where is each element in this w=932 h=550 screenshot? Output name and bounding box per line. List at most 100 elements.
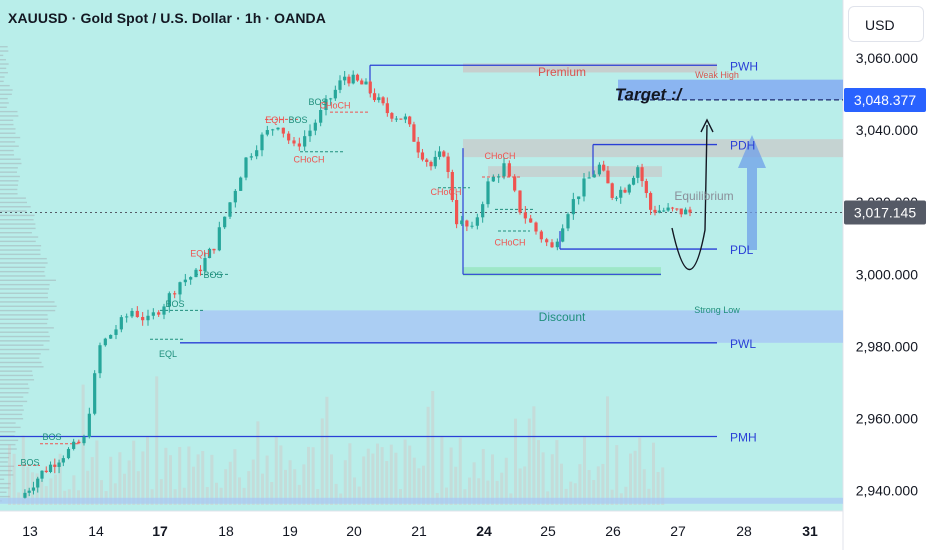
- level-label-pmh: PMH: [730, 431, 757, 445]
- volume-bar: [49, 478, 53, 505]
- candle-body: [420, 152, 425, 160]
- volume-profile-bar: [0, 102, 9, 104]
- volume-bar: [219, 487, 223, 505]
- candle-body: [265, 130, 269, 135]
- volume-bar: [422, 465, 425, 505]
- volume-bar: [284, 469, 287, 505]
- volume-bar: [123, 473, 126, 505]
- candle-body: [173, 293, 177, 295]
- volume-bar: [477, 478, 481, 505]
- volume-profile-bar: [0, 97, 8, 100]
- candle-body: [66, 448, 71, 459]
- currency-button[interactable]: USD: [848, 6, 924, 42]
- volume-bar: [141, 451, 145, 505]
- structure-label: EQL: [159, 349, 177, 359]
- volume-profile-bar: [0, 383, 29, 385]
- candle-body: [561, 228, 565, 242]
- price-markers: 3,048.377 3,017.145: [844, 87, 926, 225]
- volume-profile-bar: [0, 223, 36, 225]
- volume-bar: [514, 418, 517, 505]
- volume-bar: [90, 457, 94, 505]
- candle-body: [481, 204, 485, 218]
- strong-low-label: Strong Low: [694, 305, 740, 315]
- volume-profile-bar: [0, 162, 22, 165]
- y-tick-label: 3,060.000: [856, 50, 918, 66]
- candle-body: [684, 209, 688, 215]
- candle-body: [135, 310, 139, 317]
- volume-profile-bar: [0, 275, 46, 277]
- candle-body: [151, 312, 155, 316]
- volume-profile-bar: [0, 482, 11, 485]
- volume-bar: [408, 445, 412, 505]
- volume-bar: [445, 487, 448, 505]
- volume-bar: [35, 473, 39, 505]
- volume-bars: [8, 376, 665, 505]
- volume-bar: [486, 480, 490, 505]
- volume-profile-bar: [0, 331, 49, 333]
- volume-profile-bar: [0, 123, 14, 126]
- candle-body: [271, 129, 275, 131]
- candle-body: [189, 277, 193, 280]
- volume-bar: [523, 466, 527, 505]
- volume-profile-bar: [0, 132, 16, 134]
- candle-body: [592, 174, 596, 178]
- volume-profile-bar: [0, 279, 56, 282]
- volume-profile-bar: [0, 400, 28, 403]
- volume-profile-bar: [0, 63, 9, 65]
- volume-profile-bar: [0, 474, 14, 476]
- volume-bar: [431, 390, 435, 505]
- candle-body: [657, 210, 661, 213]
- y-tick-label: 3,040.000: [856, 122, 918, 138]
- volume-bar: [256, 421, 260, 505]
- volume-profile-bar: [0, 227, 36, 230]
- volume-bar: [302, 464, 306, 505]
- chart-title: XAUUSD · Gold Spot / U.S. Dollar · 1h · …: [8, 10, 326, 26]
- candle-body: [343, 76, 347, 81]
- volume-profile-bar: [0, 257, 47, 260]
- candle-body: [649, 193, 653, 210]
- volume-profile-bar: [0, 270, 45, 273]
- candle-body: [255, 150, 259, 157]
- candle-body: [207, 248, 212, 259]
- volume-bar: [8, 444, 11, 505]
- volume-bar: [173, 489, 177, 505]
- x-tick-label: 17: [152, 523, 168, 539]
- candle-body: [178, 282, 182, 295]
- structure-label: CHoCH: [494, 237, 525, 247]
- volume-profile-bar: [0, 409, 24, 411]
- level-label-pdl: PDL: [730, 243, 754, 257]
- volume-bar: [233, 449, 237, 505]
- volume-bar: [596, 466, 600, 505]
- candle-body: [555, 241, 559, 248]
- volume-profile-bar: [0, 158, 21, 160]
- volume-bar: [81, 384, 85, 505]
- candle-body: [381, 97, 385, 104]
- volume-profile-bar: [0, 340, 50, 342]
- candle-body: [276, 127, 280, 130]
- candle-body: [98, 345, 102, 374]
- volume-bar: [330, 454, 333, 505]
- structure-label: BOS: [203, 270, 222, 280]
- candle-body: [688, 209, 692, 213]
- volume-bar: [201, 451, 205, 505]
- candle-body: [545, 239, 549, 243]
- volume-profile-bar: [0, 379, 35, 381]
- structure-label: BOS: [20, 457, 39, 467]
- candle-body: [529, 218, 533, 223]
- pdh-zone: [463, 139, 843, 158]
- levels-layer: [0, 64, 843, 438]
- labels-layer: PWHPDHPDLPWLPMHBOSBOSBOSBOSEQHBOSEQHBOSC…: [20, 59, 758, 467]
- x-tick-label: 19: [282, 523, 298, 539]
- equilibrium-zone: [488, 166, 662, 177]
- candle-body: [372, 93, 377, 101]
- volume-bar: [164, 447, 168, 505]
- volume-bar: [491, 454, 494, 505]
- candle-body: [347, 76, 351, 84]
- volume-bar: [403, 439, 407, 505]
- candle-body: [303, 136, 307, 147]
- candle-body: [433, 156, 437, 167]
- volume-bar: [495, 480, 499, 505]
- volume-bar: [169, 455, 172, 505]
- volume-profile-bar: [0, 136, 21, 139]
